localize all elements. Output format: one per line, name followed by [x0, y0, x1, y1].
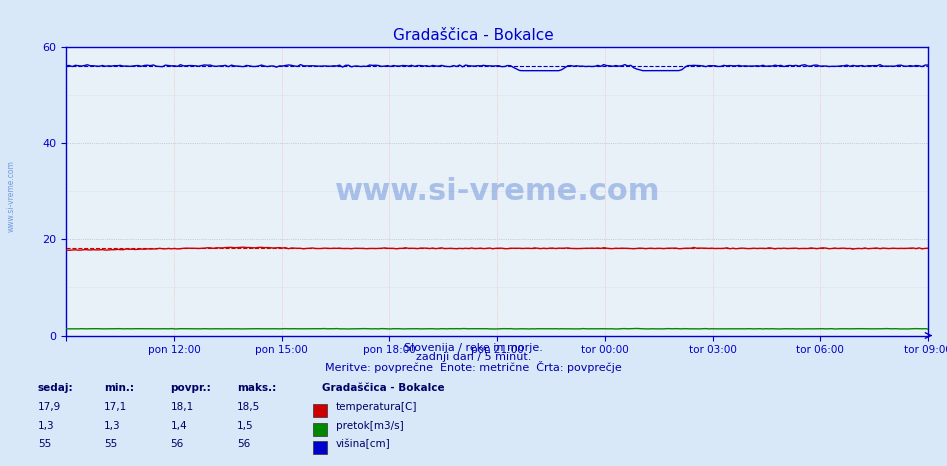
Text: povpr.:: povpr.: [170, 384, 211, 393]
Text: 17,1: 17,1 [104, 402, 128, 412]
Text: 18,5: 18,5 [237, 402, 260, 412]
Text: Gradaščica - Bokalce: Gradaščica - Bokalce [393, 28, 554, 43]
Text: min.:: min.: [104, 384, 134, 393]
Text: temperatura[C]: temperatura[C] [336, 402, 418, 412]
Text: www.si-vreme.com: www.si-vreme.com [7, 160, 16, 232]
Text: pretok[m3/s]: pretok[m3/s] [336, 421, 404, 431]
Text: 56: 56 [170, 439, 184, 449]
Text: maks.:: maks.: [237, 384, 276, 393]
Text: 18,1: 18,1 [170, 402, 194, 412]
Text: Gradaščica - Bokalce: Gradaščica - Bokalce [322, 384, 444, 393]
Text: www.si-vreme.com: www.si-vreme.com [334, 177, 660, 206]
Text: Slovenija / reke in morje.: Slovenija / reke in morje. [404, 343, 543, 352]
Text: 17,9: 17,9 [38, 402, 62, 412]
Text: 1,4: 1,4 [170, 421, 188, 431]
Text: 1,5: 1,5 [237, 421, 254, 431]
Text: zadnji dan / 5 minut.: zadnji dan / 5 minut. [416, 352, 531, 362]
Text: Meritve: povprečne  Enote: metrične  Črta: povprečje: Meritve: povprečne Enote: metrične Črta:… [325, 361, 622, 373]
Text: 56: 56 [237, 439, 250, 449]
Text: 55: 55 [104, 439, 117, 449]
Text: sedaj:: sedaj: [38, 384, 74, 393]
Text: 55: 55 [38, 439, 51, 449]
Text: 1,3: 1,3 [38, 421, 55, 431]
Text: višina[cm]: višina[cm] [336, 439, 391, 449]
Text: 1,3: 1,3 [104, 421, 121, 431]
